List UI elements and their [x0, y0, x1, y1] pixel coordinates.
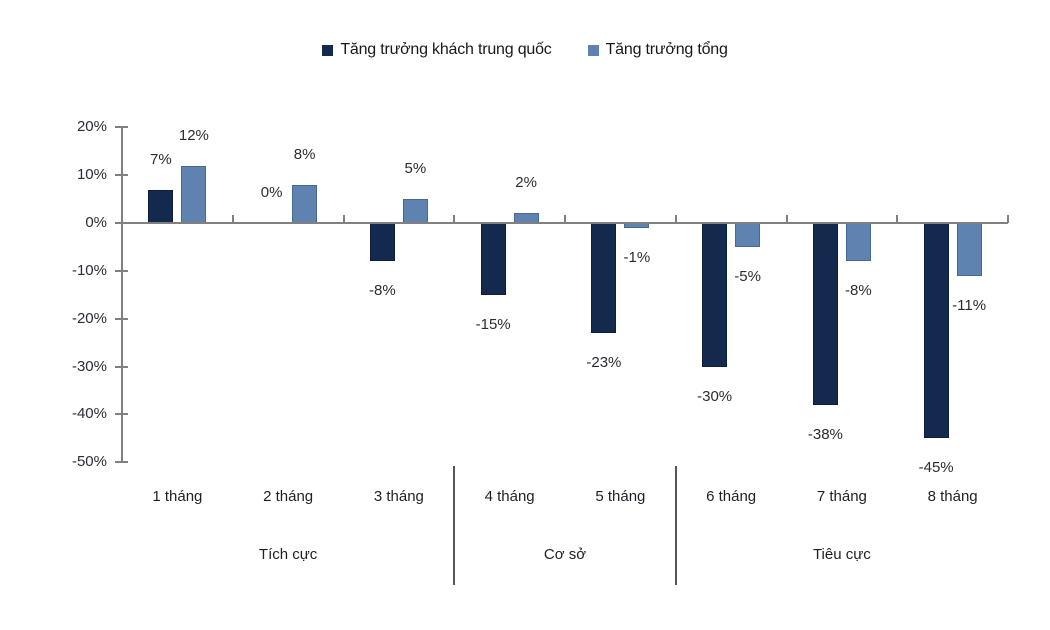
y-axis-tick [115, 269, 128, 272]
value-label: -15% [475, 315, 511, 333]
category-label: 5 tháng [595, 488, 646, 505]
x-axis-tick [674, 215, 677, 223]
value-label: 0% [260, 184, 283, 201]
y-tick-label: 0% [85, 214, 107, 231]
y-axis-tick [115, 174, 128, 177]
y-axis-tick [115, 413, 128, 416]
category-label: 6 tháng [706, 488, 757, 505]
value-label: 5% [404, 160, 427, 178]
y-axis-tick [115, 461, 128, 464]
value-label: 8% [293, 145, 316, 163]
bar-chinese-growth [369, 223, 395, 262]
x-axis-tick [453, 215, 456, 223]
y-axis-line [121, 127, 123, 463]
x-axis-tick [231, 215, 234, 223]
legend-label-chinese-growth: Tăng trưởng khách trung quốc [340, 41, 552, 58]
category-label: 2 tháng [263, 488, 314, 505]
bar-total-growth [181, 165, 207, 223]
value-label: -8% [369, 282, 396, 300]
bar-chinese-growth [480, 223, 506, 295]
legend-label-total-growth: Tăng trưởng tổng [605, 41, 728, 58]
value-label: -8% [845, 282, 872, 300]
bar-total-growth [402, 199, 428, 223]
x-axis-tick [1007, 215, 1009, 223]
x-axis-tick [564, 215, 566, 223]
value-label: -23% [586, 354, 622, 372]
y-tick-label: -50% [71, 453, 107, 471]
category-label: 3 tháng [373, 488, 424, 505]
value-label: 2% [515, 174, 537, 192]
legend-swatch-dark-icon [322, 44, 334, 56]
legend-item-chinese-growth: Tăng trưởng khách trung quốc [322, 41, 552, 59]
y-tick-label: 20% [76, 118, 107, 136]
group-divider [453, 466, 456, 585]
y-tick-label: 10% [76, 166, 107, 184]
group-label: Cơ sở [543, 546, 587, 563]
bar-chinese-growth [923, 223, 949, 439]
chart-legend: Tăng trưởng khách trung quốc Tăng trưởng… [0, 41, 1050, 59]
group-divider [674, 466, 677, 585]
y-tick-label: -10% [71, 261, 107, 279]
value-label: -5% [734, 267, 761, 285]
y-axis-tick [115, 365, 128, 368]
bar-chinese-growth [702, 223, 728, 367]
category-label: 8 tháng [927, 488, 978, 505]
value-label: 12% [178, 126, 209, 144]
category-label: 4 tháng [484, 488, 535, 505]
value-label: -38% [807, 425, 843, 443]
y-axis-tick [115, 317, 128, 320]
bar-total-growth [845, 223, 871, 262]
bar-total-growth [956, 223, 982, 276]
x-axis-line [121, 222, 1008, 224]
group-label: Tích cực [258, 546, 318, 563]
value-label: 7% [150, 150, 172, 168]
bar-chinese-growth [812, 223, 838, 405]
x-axis-tick [342, 215, 345, 223]
bar-total-growth [292, 184, 318, 223]
value-label: -30% [697, 387, 733, 405]
group-label: Tiêu cực [812, 546, 871, 563]
x-axis-tick [785, 215, 788, 223]
y-tick-label: -30% [71, 357, 107, 375]
bar-total-growth [735, 223, 761, 247]
bar-chinese-growth [148, 189, 174, 223]
category-label: 7 tháng [816, 488, 867, 505]
legend-item-total-growth: Tăng trưởng tổng [587, 41, 728, 59]
y-tick-label: -40% [71, 405, 107, 423]
legend-swatch-light-icon [587, 44, 599, 56]
value-label: -1% [623, 248, 651, 266]
y-tick-label: -20% [71, 309, 107, 327]
y-axis-tick [115, 126, 128, 129]
x-axis-tick [896, 215, 899, 223]
value-label: -45% [918, 459, 954, 477]
value-label: -11% [952, 296, 987, 314]
category-label: 1 tháng [152, 488, 203, 505]
y-axis-tick [115, 222, 128, 224]
bar-chinese-growth [591, 223, 617, 334]
